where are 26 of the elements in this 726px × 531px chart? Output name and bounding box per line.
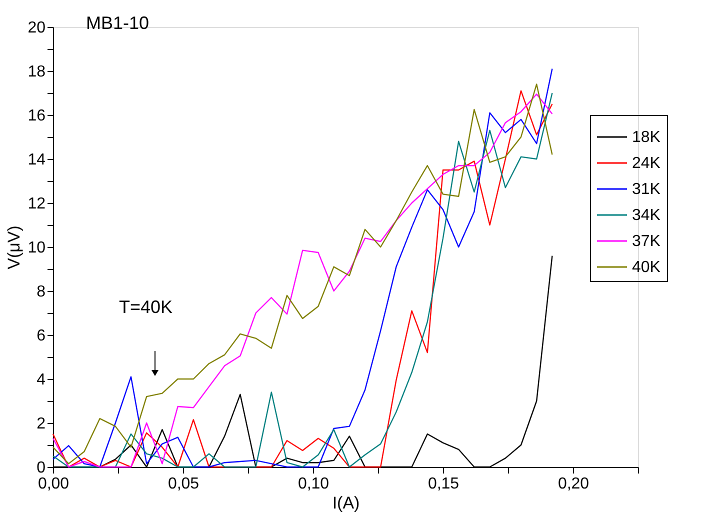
y-tick-label: 18 [28,64,46,80]
x-axis-title: I(A) [332,494,360,512]
y-tick-label: 4 [36,372,46,388]
y-tick-label: 20 [28,20,46,36]
legend-label: 18K [632,129,661,146]
x-tick-label: 0,00 [38,476,70,492]
annotation: T=40K [119,297,173,317]
legend-label: 37K [632,233,661,250]
x-tick-label: 0,05 [168,476,200,492]
annotation: MB1-10 [86,13,150,33]
y-tick-label: 10 [28,240,46,256]
legend-label: 34K [632,207,661,224]
y-tick-label: 8 [36,284,46,300]
legend-label: 40K [632,259,661,276]
y-tick-label: 14 [28,152,46,168]
y-tick-label: 6 [36,328,46,344]
x-tick-label: 0,15 [428,476,460,492]
y-tick-label: 2 [36,416,46,432]
y-tick-label: 0 [36,460,46,476]
y-tick-label: 16 [28,108,46,124]
legend-label: 24K [632,155,661,172]
x-tick-label: 0,20 [558,476,590,492]
x-tick-label: 0,10 [298,476,330,492]
y-axis-title: V(μV) [4,226,24,270]
legend-label: 31K [632,181,661,198]
y-tick-label: 12 [28,196,46,212]
